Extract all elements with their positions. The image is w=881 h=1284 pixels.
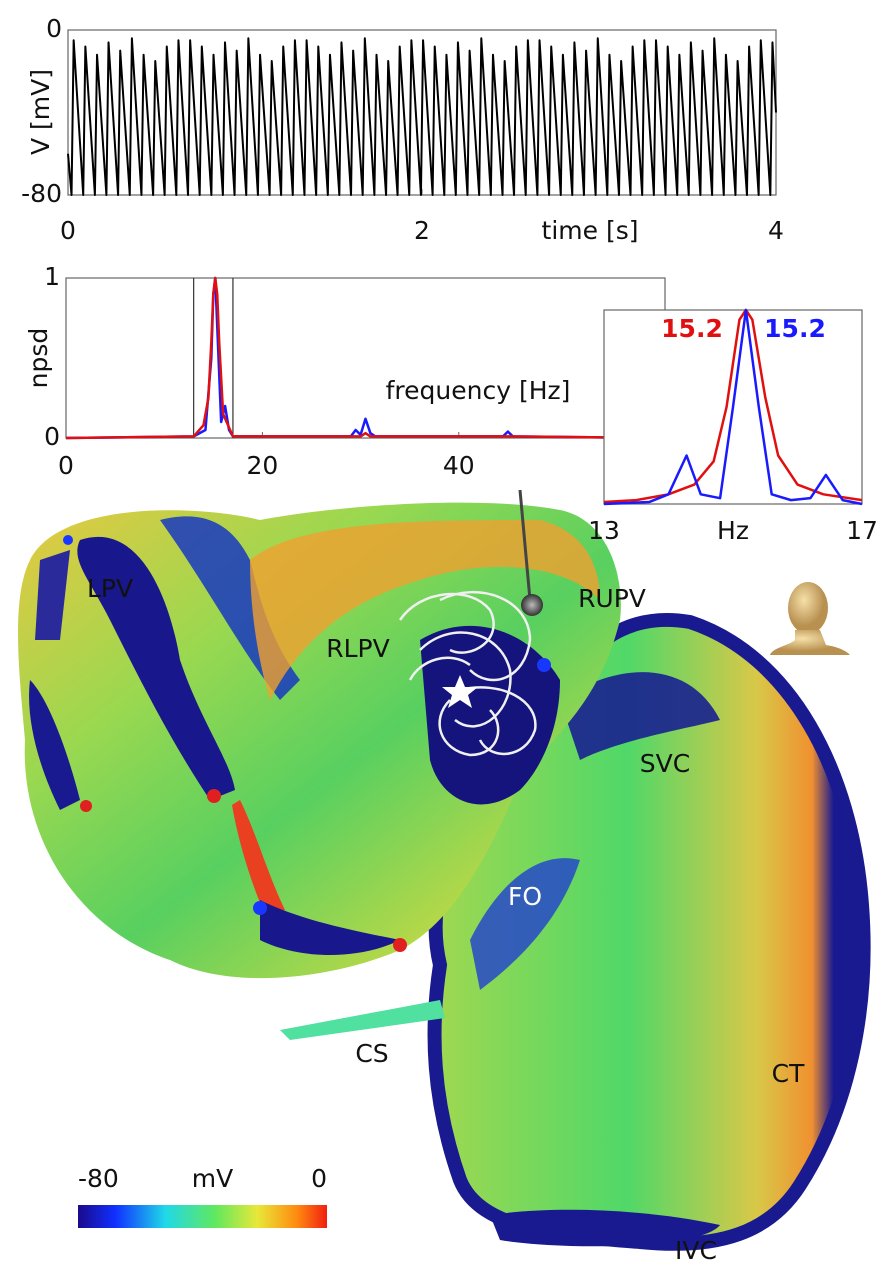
peak-label: 15.2 — [764, 314, 826, 343]
y-tick-label: 0 — [46, 14, 62, 43]
head-icon — [770, 582, 850, 655]
x-tick-label: 13 — [588, 516, 620, 545]
x-axis-label: time [s] — [542, 216, 639, 245]
colorbar: -80 0 mV — [78, 1164, 327, 1228]
y-tick-label: 0 — [44, 422, 60, 451]
anatomy-label: LPV — [87, 574, 133, 603]
x-axis-label: Hz — [717, 516, 749, 545]
anatomy-label: FO — [508, 882, 542, 911]
y-axis-label: npsd — [24, 328, 53, 389]
atria-surface — [18, 489, 871, 1251]
peak-label: 15.2 — [661, 314, 723, 343]
x-tick-label: 0 — [60, 216, 76, 245]
chart-0: 0 2 4 -80 0 time [s] V [mV] — [21, 14, 784, 245]
x-axis-label: frequency [Hz] — [386, 376, 571, 405]
anatomy-label: CS — [355, 1039, 388, 1068]
series-line — [65, 276, 666, 440]
colorbar-gradient — [78, 1205, 327, 1228]
x-tick-label: 0 — [58, 451, 74, 480]
y-axis-label: V [mV] — [26, 69, 55, 155]
anatomy-label: RUPV — [578, 584, 646, 613]
y-tick-label: -80 — [21, 179, 62, 208]
colorbar-tick-label: -80 — [78, 1164, 119, 1193]
x-tick-label: 40 — [443, 451, 475, 480]
y-tick-label: 1 — [44, 262, 60, 291]
colorbar-tick-label: 0 — [311, 1164, 327, 1193]
chart-1: 0 20 40 0 1 frequency [Hz] npsd — [24, 262, 666, 480]
anatomy-label: RLPV — [326, 634, 389, 663]
series-line — [603, 308, 863, 506]
colorbar-title: mV — [192, 1164, 233, 1193]
anatomy-label: IVC — [675, 1236, 717, 1265]
x-tick-label: 17 — [846, 516, 878, 545]
plot-frame — [65, 277, 666, 439]
series-line — [603, 308, 863, 504]
anatomy-label: CT — [772, 1059, 805, 1088]
x-tick-label: 4 — [768, 216, 784, 245]
x-tick-label: 2 — [414, 216, 430, 245]
series-line — [65, 276, 666, 440]
series-line — [67, 37, 777, 196]
anatomy-label: SVC — [640, 749, 690, 778]
chart-2: 13 17 Hz 15.2 15.2 — [588, 308, 878, 545]
x-tick-label: 20 — [246, 451, 278, 480]
